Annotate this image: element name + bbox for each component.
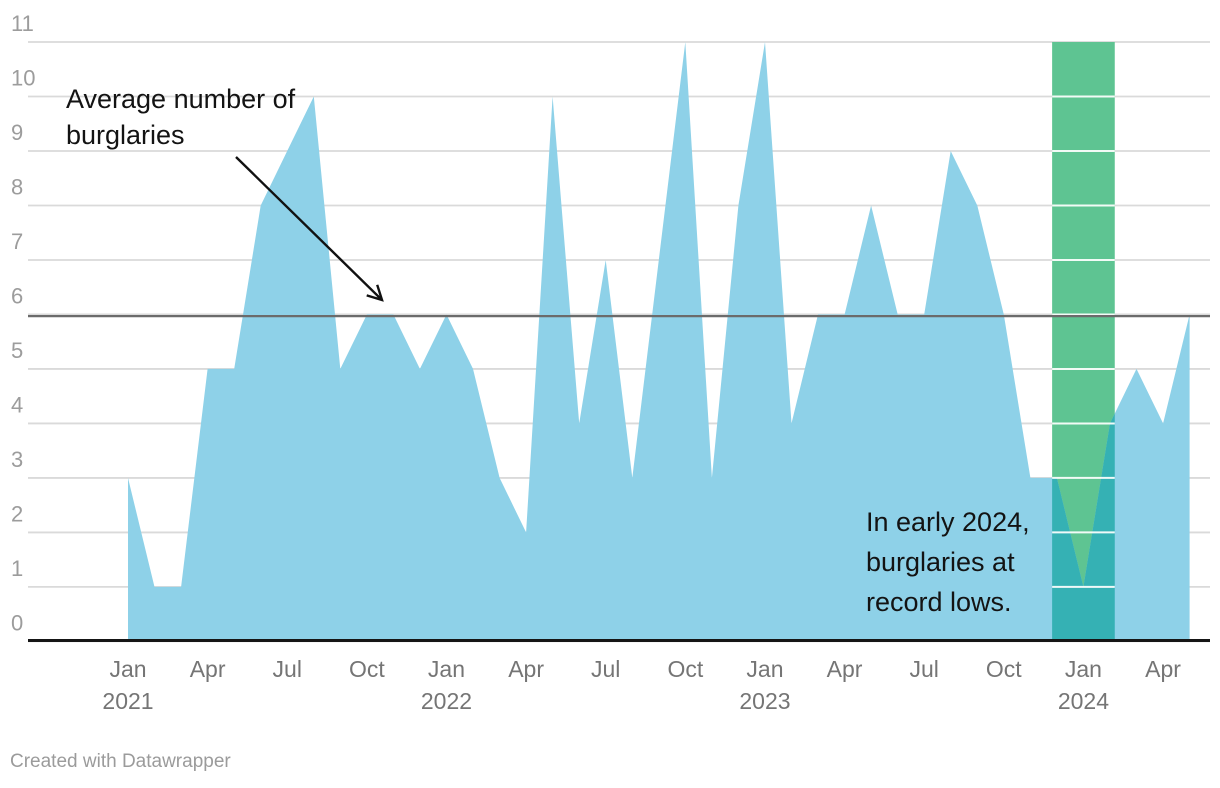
- burglaries-area-series: [128, 42, 1190, 641]
- average-annotation-line-2: burglaries: [66, 120, 185, 150]
- x-tick-month-Oct-: Oct: [986, 656, 1022, 682]
- record-lows-line-2: burglaries at: [866, 547, 1015, 577]
- average-annotation-line-1: Average number of: [66, 84, 296, 114]
- record-lows-line-3: record lows.: [866, 587, 1012, 617]
- y-tick-label-6: 6: [11, 283, 23, 308]
- y-tick-label-2: 2: [11, 501, 23, 526]
- x-tick-month-Jan-2021: Jan: [109, 656, 146, 682]
- x-tick-year-2023: 2023: [739, 688, 790, 714]
- average-annotation-arrow: [235, 156, 384, 302]
- x-tick-month-Jul-: Jul: [591, 656, 620, 682]
- y-tick-label-5: 5: [11, 338, 23, 363]
- y-tick-label-0: 0: [11, 610, 23, 635]
- x-tick-month-Jul-: Jul: [909, 656, 938, 682]
- x-tick-year-2021: 2021: [102, 688, 153, 714]
- x-tick-month-Jan-2022: Jan: [428, 656, 465, 682]
- area-band-overlap: [1052, 413, 1115, 641]
- average-annotation: Average number of burglaries: [66, 81, 295, 153]
- x-tick-month-Jul-: Jul: [273, 656, 302, 682]
- x-tick-month-Apr-: Apr: [508, 656, 544, 682]
- record-lows-annotation: In early 2024, burglaries at record lows…: [866, 502, 1030, 622]
- x-tick-month-Jan-2023: Jan: [746, 656, 783, 682]
- datawrapper-credit: Created with Datawrapper: [10, 751, 231, 772]
- y-tick-label-7: 7: [11, 229, 23, 254]
- y-tick-label-10: 10: [11, 66, 35, 91]
- record-lows-line-1: In early 2024,: [866, 507, 1030, 537]
- x-tick-month-Oct-: Oct: [349, 656, 385, 682]
- x-tick-month-Apr-: Apr: [1145, 656, 1181, 682]
- x-tick-month-Jan-2024: Jan: [1065, 656, 1102, 682]
- y-tick-label-4: 4: [11, 392, 23, 417]
- y-tick-label-3: 3: [11, 447, 23, 472]
- band-gridlines: [1052, 95, 1115, 588]
- x-tick-year-2024: 2024: [1058, 688, 1109, 714]
- y-tick-label-8: 8: [11, 174, 23, 199]
- y-axis-labels: 0 1 2 3 4 5 6 7 8 9 10 11: [11, 11, 35, 635]
- x-tick-month-Oct-: Oct: [667, 656, 703, 682]
- x-tick-month-Apr-: Apr: [827, 656, 863, 682]
- x-tick-year-2022: 2022: [421, 688, 472, 714]
- y-tick-label-9: 9: [11, 120, 23, 145]
- x-axis-labels: Jan 2021 Apr Jul Oct Jan 2022 Apr Jul Oct Jan 2023 A…: [102, 656, 1181, 714]
- x-tick-month-Apr-: Apr: [190, 656, 226, 682]
- y-tick-label-1: 1: [11, 556, 23, 581]
- y-tick-label-11: 11: [11, 11, 34, 36]
